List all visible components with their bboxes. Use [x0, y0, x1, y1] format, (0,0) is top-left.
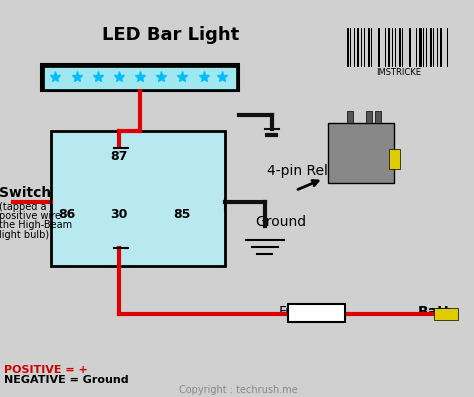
Bar [437, 28, 438, 67]
Bar [406, 28, 407, 67]
Text: light bulb): light bulb) [0, 229, 49, 240]
Text: Batt: Batt [418, 304, 451, 319]
Bar [371, 28, 372, 67]
Bar [364, 28, 365, 67]
Bar [395, 28, 396, 67]
Bar [366, 111, 372, 123]
Text: POSITIVE = +: POSITIVE = + [4, 365, 87, 375]
Bar [361, 28, 362, 67]
FancyBboxPatch shape [328, 123, 394, 183]
Bar [412, 28, 413, 67]
Bar [416, 28, 417, 67]
Bar [374, 28, 375, 67]
Text: 86: 86 [59, 208, 76, 221]
Text: Switch: Switch [0, 185, 51, 200]
Bar [399, 28, 401, 67]
Bar [378, 28, 380, 67]
Bar [350, 28, 351, 67]
Bar [375, 111, 382, 123]
Bar [444, 28, 445, 67]
Bar [440, 28, 442, 67]
Text: positive wire: positive wire [0, 211, 61, 222]
Bar [434, 308, 457, 320]
Text: LED Bar Light: LED Bar Light [102, 26, 240, 44]
Bar [382, 28, 383, 67]
Text: 87: 87 [110, 150, 128, 163]
Text: 85: 85 [173, 208, 191, 221]
Text: NEGATIVE = Ground: NEGATIVE = Ground [4, 375, 128, 385]
FancyBboxPatch shape [44, 67, 237, 89]
Bar [433, 28, 434, 67]
Bar [426, 28, 427, 67]
Bar [402, 28, 403, 67]
Text: IMSTRICKE: IMSTRICKE [376, 68, 421, 77]
Bar [368, 28, 370, 67]
Text: 30: 30 [110, 208, 128, 221]
Text: 4-pin Relay: 4-pin Relay [267, 164, 345, 178]
Text: Copyright : techrush.me: Copyright : techrush.me [180, 385, 298, 395]
FancyBboxPatch shape [288, 304, 345, 322]
Bar [423, 28, 424, 67]
Text: (tapped a: (tapped a [0, 202, 46, 212]
Text: Ground: Ground [255, 215, 306, 229]
Bar [388, 28, 391, 67]
Bar [385, 28, 386, 67]
Bar [419, 28, 421, 67]
Bar [447, 28, 448, 67]
Bar [354, 28, 355, 67]
Bar [430, 28, 432, 67]
Bar [409, 28, 411, 67]
Bar [347, 28, 349, 67]
Text: the High-Beam: the High-Beam [0, 220, 72, 231]
Bar [357, 28, 359, 67]
Bar [389, 149, 400, 169]
FancyBboxPatch shape [51, 131, 225, 266]
FancyBboxPatch shape [41, 64, 239, 91]
Bar [347, 111, 353, 123]
Text: Fuse: Fuse [279, 304, 310, 319]
